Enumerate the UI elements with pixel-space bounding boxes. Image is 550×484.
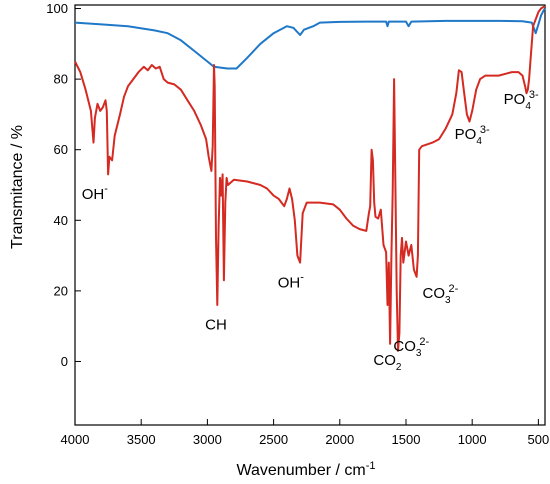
x-axis-title: Wavenumber / cm-1 [237,460,376,479]
x-axis-ticks: 4000 3500 3000 2500 2000 1500 1000 500 [61,419,550,447]
peak-annotation: PO43- [504,89,539,112]
peak-annotation: CO32- [422,283,458,306]
series-line-2 [74,5,545,352]
y-tick-label: 80 [54,72,68,87]
series-line-1 [74,7,546,70]
peak-annotation: CO2 [373,352,402,373]
x-tick-label: 1000 [458,432,487,447]
x-tick-label: 500 [528,432,550,447]
y-axis-ticks: 0 20 40 60 80 100 [46,1,81,369]
x-axis-title-sup: -1 [366,460,376,472]
x-axis-title-text: Wavenumber / cm [237,462,366,479]
y-tick-label: 40 [54,213,68,228]
y-axis-title: Transmitance / % [9,125,26,249]
peak-annotation: PO43- [455,124,490,147]
peak-annotation: OH- [278,271,305,291]
y-tick-label: 0 [61,354,68,369]
x-tick-label: 2000 [325,432,354,447]
peak-annotation: CO32- [393,336,429,359]
x-tick-label: 3000 [193,432,222,447]
x-tick-label: 1500 [392,432,421,447]
peak-annotation: OH- [82,183,109,203]
y-tick-label: 20 [54,283,68,298]
series-layer [74,5,546,352]
peak-annotation: CH [205,317,227,334]
y-tick-label: 60 [54,142,68,157]
y-tick-label: 100 [46,1,68,16]
x-tick-label: 4000 [61,432,90,447]
x-tick-label: 2500 [259,432,288,447]
x-tick-label: 3500 [127,432,156,447]
plot-area [74,4,546,426]
